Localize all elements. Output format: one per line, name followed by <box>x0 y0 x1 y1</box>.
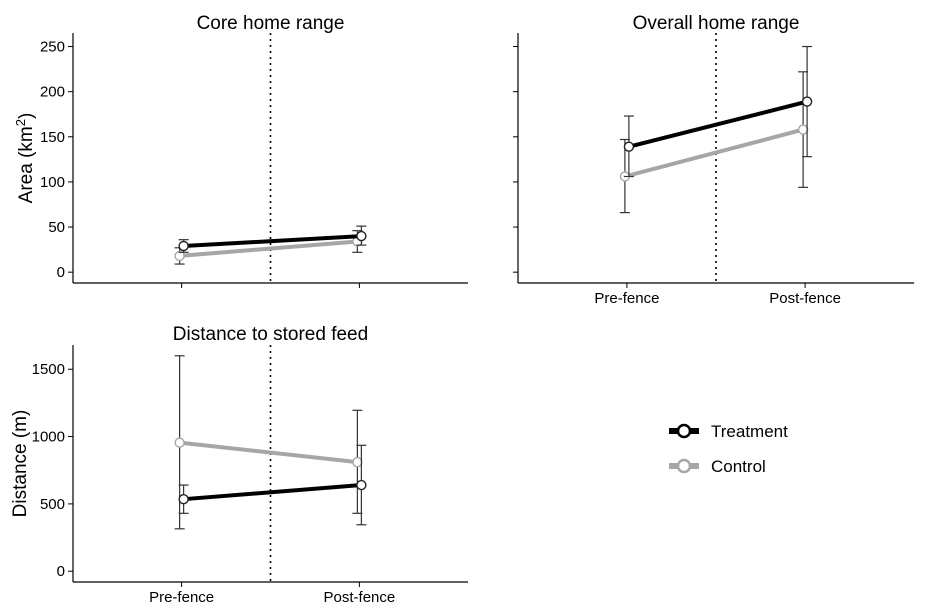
data-point-control <box>797 124 809 135</box>
y-tick-label: 1000 <box>32 429 65 446</box>
series-line-control <box>179 440 358 465</box>
x-tick-label: Pre-fence <box>594 290 659 307</box>
data-point-treatment <box>178 493 189 505</box>
panel-2: Overall home range Pre-fence Post-fence <box>513 13 914 307</box>
y-tick-label: 0 <box>57 563 65 580</box>
y-tick-label: 100 <box>40 174 65 191</box>
panel-3: Distance to stored feed 0 500 1000 1500 Pre-f… <box>10 324 468 604</box>
x-tick-label: Post-fence <box>769 290 841 307</box>
panel-title: Overall home range <box>633 13 800 34</box>
panel-title: Core home range <box>197 13 345 34</box>
data-point-treatment <box>356 479 367 491</box>
y-tick-label: 1500 <box>32 361 65 378</box>
legend-label-treatment: Treatment <box>711 422 788 441</box>
panel-title: Distance to stored feed <box>173 324 368 345</box>
y-tick-label: 500 <box>40 496 65 513</box>
data-point-treatment <box>356 230 367 242</box>
data-point-control <box>174 437 185 448</box>
y-tick-label: 50 <box>48 219 65 236</box>
y-axis-label-close: ) <box>16 113 37 119</box>
x-tick-label: Post-fence <box>324 589 396 604</box>
legend: Treatment Control <box>669 422 788 476</box>
x-tick-label: Pre-fence <box>149 589 214 604</box>
legend-key-marker <box>676 423 692 439</box>
legend-label-control: Control <box>711 457 766 476</box>
series-line-treatment <box>628 99 808 149</box>
y-tick-label: 200 <box>40 84 65 101</box>
data-point-treatment <box>801 96 813 107</box>
legend-key-marker <box>676 458 692 474</box>
data-point-treatment <box>623 141 635 152</box>
data-point-treatment <box>178 240 189 252</box>
y-axis-label: Distance (m) <box>10 410 31 518</box>
y-tick-label: 150 <box>40 129 65 146</box>
legend-item-treatment: Treatment <box>669 422 788 441</box>
panel-1: Core home range 0 50 100 150 200 250 Area (km2) <box>13 13 468 288</box>
series-line-control <box>624 127 804 179</box>
legend-item-control: Control <box>669 457 766 476</box>
y-axis-label-superscript: 2 <box>13 119 28 126</box>
series-line-control <box>179 239 358 258</box>
series-line-treatment <box>183 234 362 248</box>
y-tick-label: 250 <box>40 39 65 56</box>
y-axis-label-text: Area (km <box>16 126 37 203</box>
data-point-control <box>174 250 185 262</box>
y-tick-label: 0 <box>57 264 65 281</box>
series-line-treatment <box>183 483 362 502</box>
y-axis-label: Area (km2) <box>13 113 38 204</box>
data-point-control <box>352 456 363 468</box>
y-axis-label-text: Distance (m) <box>10 410 31 518</box>
